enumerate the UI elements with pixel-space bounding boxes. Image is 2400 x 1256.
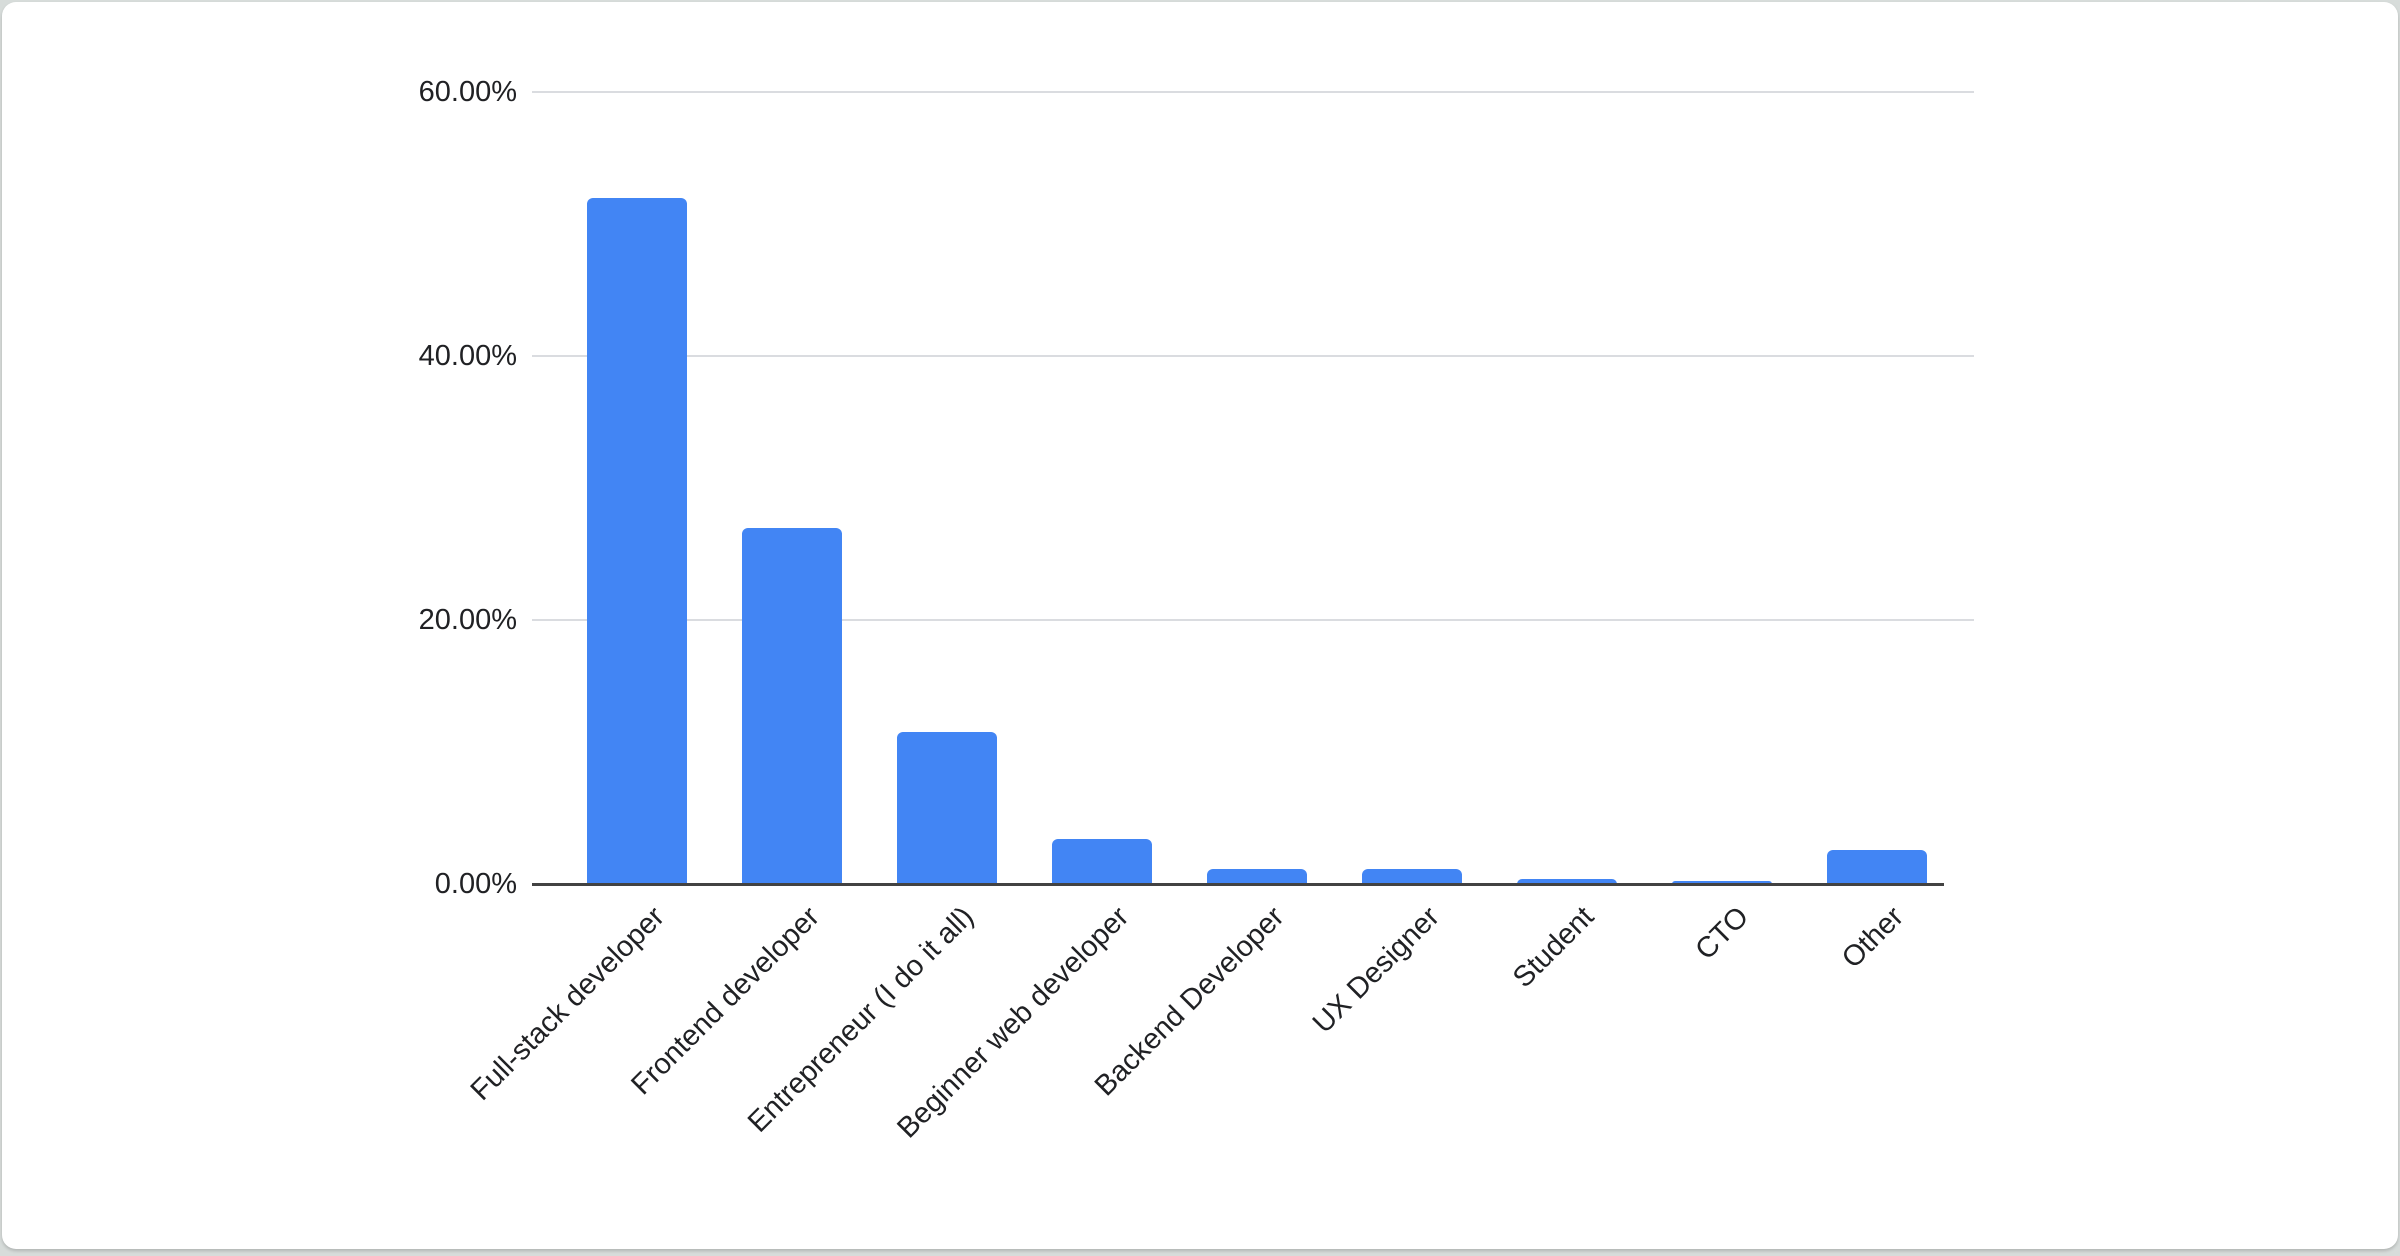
y-axis-tick-label: 40.00% xyxy=(418,340,517,372)
bar-cto[interactable] xyxy=(1672,881,1772,884)
x-axis-label-other: Other xyxy=(1836,900,1911,975)
x-axis-label-cto: CTO xyxy=(1689,900,1756,967)
bar-ux-designer[interactable] xyxy=(1362,869,1462,884)
x-axis-label-student: Student xyxy=(1507,900,1601,995)
y-axis-tick-label: 60.00% xyxy=(418,76,517,108)
gridline-40pct xyxy=(532,355,1974,357)
gridline-60pct xyxy=(532,91,1974,93)
y-axis-tick-label: 0.00% xyxy=(434,868,517,900)
bar-frontend-developer[interactable] xyxy=(742,528,842,884)
bar-backend-developer[interactable] xyxy=(1207,869,1307,884)
x-axis-label-ux-designer: UX Designer xyxy=(1306,900,1446,1040)
bar-entrepreneur-i-do-it-all[interactable] xyxy=(897,732,997,884)
bar-beginner-web-developer[interactable] xyxy=(1052,839,1152,884)
gridline-20pct xyxy=(532,619,1974,621)
bar-student[interactable] xyxy=(1517,879,1617,884)
bar-other[interactable] xyxy=(1827,850,1927,884)
bar-full-stack-developer[interactable] xyxy=(587,198,687,884)
x-axis-line xyxy=(532,883,1944,886)
y-axis-tick-label: 20.00% xyxy=(418,604,517,636)
